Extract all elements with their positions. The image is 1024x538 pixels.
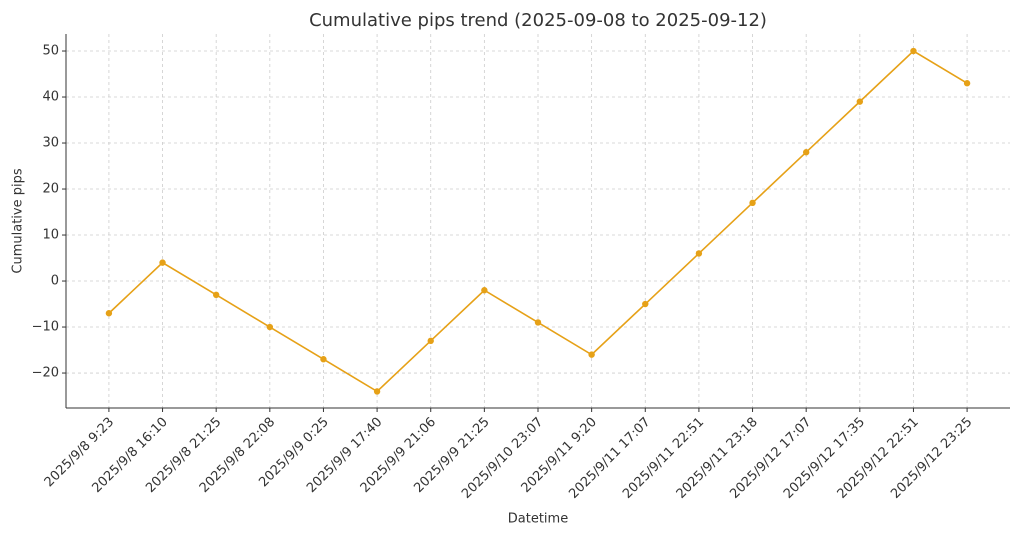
- data-point: [481, 287, 488, 294]
- data-point: [856, 98, 864, 105]
- data-point: [320, 356, 327, 363]
- data-point: [642, 300, 649, 308]
- y-axis-label: Cumulative pips: [11, 168, 26, 273]
- data-point: [963, 80, 971, 87]
- y-tick-label: 20: [42, 182, 59, 197]
- y-tick-label: −10: [32, 320, 59, 335]
- y-tick-label: 40: [42, 90, 59, 105]
- data-point: [373, 388, 381, 395]
- y-tick-label: 30: [42, 136, 59, 151]
- data-point: [105, 310, 113, 317]
- x-axis-label: Datetime: [508, 512, 568, 527]
- data-point: [427, 337, 434, 345]
- y-tick-label: 50: [42, 44, 59, 59]
- data-point: [266, 323, 274, 331]
- data-point: [159, 259, 166, 266]
- y-tick-label: −20: [32, 366, 59, 381]
- y-tick-label: 0: [51, 274, 59, 289]
- data-point: [695, 250, 703, 257]
- chart-title: Cumulative pips trend (2025-09-08 to 202…: [309, 10, 767, 31]
- data-point: [749, 199, 756, 207]
- data-point: [802, 149, 810, 156]
- y-tick-label: 10: [42, 228, 59, 243]
- data-point: [588, 351, 595, 358]
- data-point: [212, 291, 220, 299]
- data-point: [534, 319, 542, 326]
- data-point: [910, 47, 917, 55]
